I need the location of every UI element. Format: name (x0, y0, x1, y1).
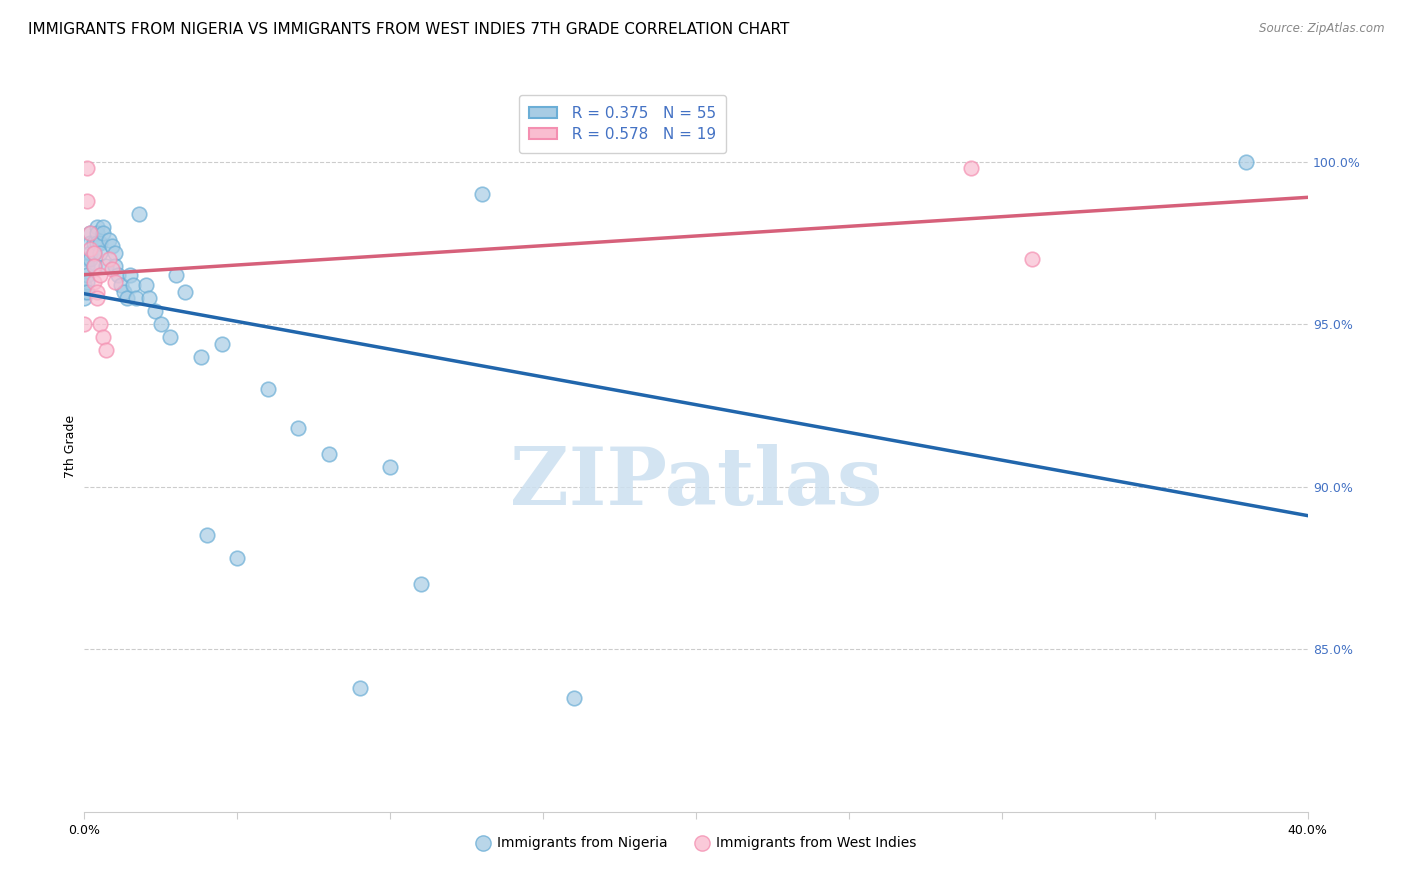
Point (79, 245, 101, 260)
Point (471, 187, 494, 202)
Point (73, 285, 96, 299)
Point (110, 278, 132, 293)
Point (101, 261, 124, 276)
Point (86, 226, 108, 240)
Point (104, 275, 127, 289)
Point (1236, 154, 1258, 169)
Point (89, 268, 111, 283)
Point (83, 275, 105, 289)
Point (73, 278, 96, 293)
Point (73, 317, 96, 331)
Point (112, 285, 135, 299)
Point (409, 577, 432, 591)
Point (89, 317, 111, 331)
Point (97, 233, 120, 247)
Point (120, 268, 142, 283)
Point (91, 226, 114, 240)
Point (83, 259, 105, 273)
Point (1021, 252, 1043, 266)
Point (149, 317, 172, 331)
Point (89, 235, 111, 250)
Point (190, 350, 212, 364)
Point (135, 278, 157, 293)
Point (76, 268, 98, 283)
Point (174, 285, 197, 299)
Legend: Immigrants from Nigeria, Immigrants from West Indies: Immigrants from Nigeria, Immigrants from… (470, 830, 922, 856)
Point (115, 291, 138, 305)
Point (83, 245, 105, 260)
Point (76, 194, 98, 208)
Point (104, 259, 127, 273)
Text: IMMIGRANTS FROM NIGERIA VS IMMIGRANTS FROM WEST INDIES 7TH GRADE CORRELATION CHA: IMMIGRANTS FROM NIGERIA VS IMMIGRANTS FR… (28, 22, 790, 37)
Point (79, 252, 101, 266)
Point (86, 219, 108, 234)
Point (211, 336, 233, 351)
Point (94, 259, 117, 273)
Point (107, 268, 129, 283)
Point (91, 330, 114, 344)
Point (380, 460, 402, 475)
Point (97, 252, 120, 266)
Point (83, 245, 105, 260)
Point (562, 690, 585, 705)
Point (125, 291, 148, 305)
Point (128, 206, 150, 220)
Point (79, 243, 101, 257)
Point (76, 161, 98, 175)
Point (86, 235, 108, 250)
Point (104, 245, 127, 260)
Point (349, 681, 371, 696)
Point (79, 226, 101, 240)
Point (122, 278, 145, 293)
Point (76, 252, 98, 266)
Point (76, 275, 98, 289)
Point (138, 291, 160, 305)
Point (73, 291, 96, 305)
Point (89, 245, 111, 260)
Point (83, 235, 105, 250)
Text: ZIPatlas: ZIPatlas (510, 443, 882, 522)
Y-axis label: 7th Grade: 7th Grade (65, 415, 77, 477)
Point (257, 382, 280, 396)
Text: Source: ZipAtlas.com: Source: ZipAtlas.com (1260, 22, 1385, 36)
Point (195, 528, 218, 542)
Point (86, 285, 108, 299)
Point (318, 447, 340, 461)
Point (226, 551, 249, 566)
Point (165, 268, 187, 283)
Point (86, 291, 108, 305)
Point (91, 219, 114, 234)
Point (94, 343, 117, 357)
Point (76, 285, 98, 299)
Point (79, 235, 101, 250)
Point (960, 161, 983, 175)
Point (159, 330, 181, 344)
Point (101, 239, 124, 253)
Point (143, 304, 166, 318)
Point (79, 226, 101, 240)
Point (76, 259, 98, 273)
Point (83, 259, 105, 273)
Point (287, 421, 309, 435)
